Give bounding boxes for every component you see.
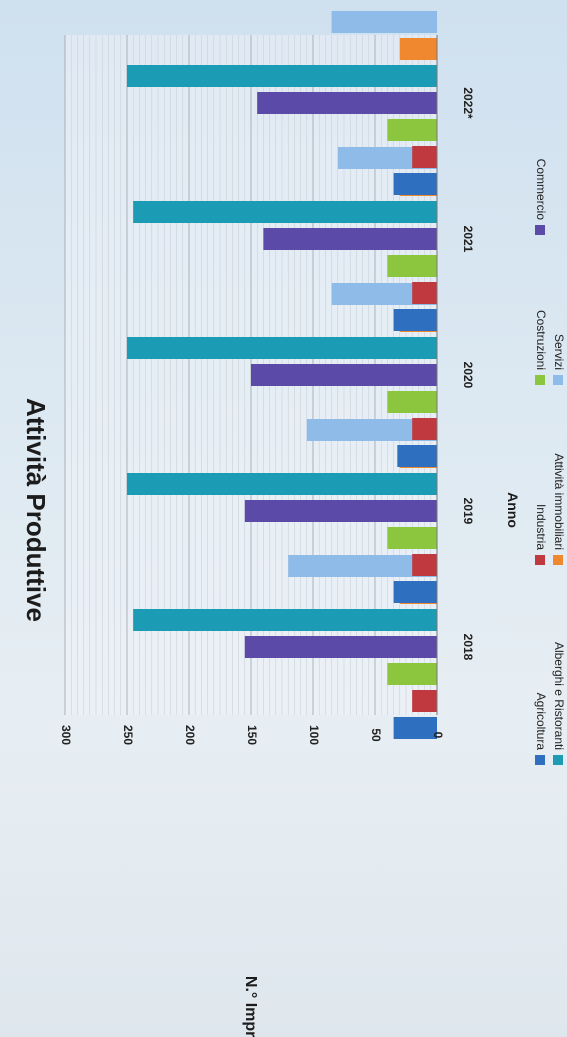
bar <box>251 364 437 386</box>
bar <box>387 663 437 685</box>
y-tick-label: 250 <box>121 725 135 745</box>
y-tick-label: 50 <box>369 728 383 742</box>
bar <box>412 418 437 440</box>
bars <box>127 11 437 739</box>
bar <box>387 391 437 413</box>
bar <box>306 419 437 441</box>
y-axis-label: N.° Imprese <box>242 976 259 1037</box>
legend-label: Alberghi e Ristoranti <box>552 642 566 750</box>
bar <box>412 554 437 576</box>
bar <box>244 500 437 522</box>
legend-swatch <box>535 755 545 765</box>
y-tick-label: 300 <box>59 725 73 745</box>
x-tick-label: 2018 <box>461 634 475 661</box>
bar <box>133 201 437 223</box>
legend-swatch <box>535 225 545 235</box>
bar <box>387 255 437 277</box>
legend-label: Agricoltura <box>534 693 548 751</box>
chart-title: Attività Produttive <box>21 398 51 622</box>
x-tick-label: 2022* <box>461 87 475 119</box>
x-tick-label: 2019 <box>461 498 475 525</box>
bar <box>393 309 437 331</box>
bar <box>263 228 437 250</box>
legend: Agricoltura Industria Commercio Alberghi e … <box>534 159 566 765</box>
legend-label: Servizi <box>552 334 566 370</box>
legend-swatch <box>553 755 563 765</box>
bar <box>331 11 437 33</box>
bar <box>133 609 437 631</box>
bar <box>244 636 437 658</box>
legend-swatch <box>535 555 545 565</box>
y-tick-label: 200 <box>183 725 197 745</box>
x-axis-label: Anno <box>505 492 521 528</box>
bar <box>397 445 437 467</box>
bar <box>393 581 437 603</box>
bar <box>393 717 437 739</box>
y-tick-label: 0 <box>431 732 445 739</box>
bar <box>412 690 437 712</box>
bar <box>412 146 437 168</box>
bar <box>127 65 437 87</box>
bar <box>288 555 437 577</box>
bar <box>387 527 437 549</box>
legend-swatch <box>535 375 545 385</box>
x-tick-label: 2021 <box>461 226 475 253</box>
y-tick-label: 150 <box>245 725 259 745</box>
legend-label: Commercio <box>534 159 548 221</box>
bar <box>127 337 437 359</box>
bar <box>412 282 437 304</box>
x-tick-labels: 2018 2019 2020 2021 2022* <box>461 87 475 660</box>
bar <box>393 173 437 195</box>
bar <box>387 119 437 141</box>
legend-label: Industria <box>534 504 548 550</box>
bar <box>399 38 437 60</box>
y-tick-label: 100 <box>307 725 321 745</box>
x-tick-label: 2020 <box>461 362 475 389</box>
bar <box>331 283 437 305</box>
legend-swatch <box>553 555 563 565</box>
bar <box>127 473 437 495</box>
bar <box>257 92 437 114</box>
legend-label: Attività immobiliari <box>552 453 566 550</box>
y-tick-labels: 0 50 100 150 200 250 300 <box>59 725 445 745</box>
legend-label: Costruzioni <box>534 310 548 370</box>
legend-swatch <box>553 375 563 385</box>
